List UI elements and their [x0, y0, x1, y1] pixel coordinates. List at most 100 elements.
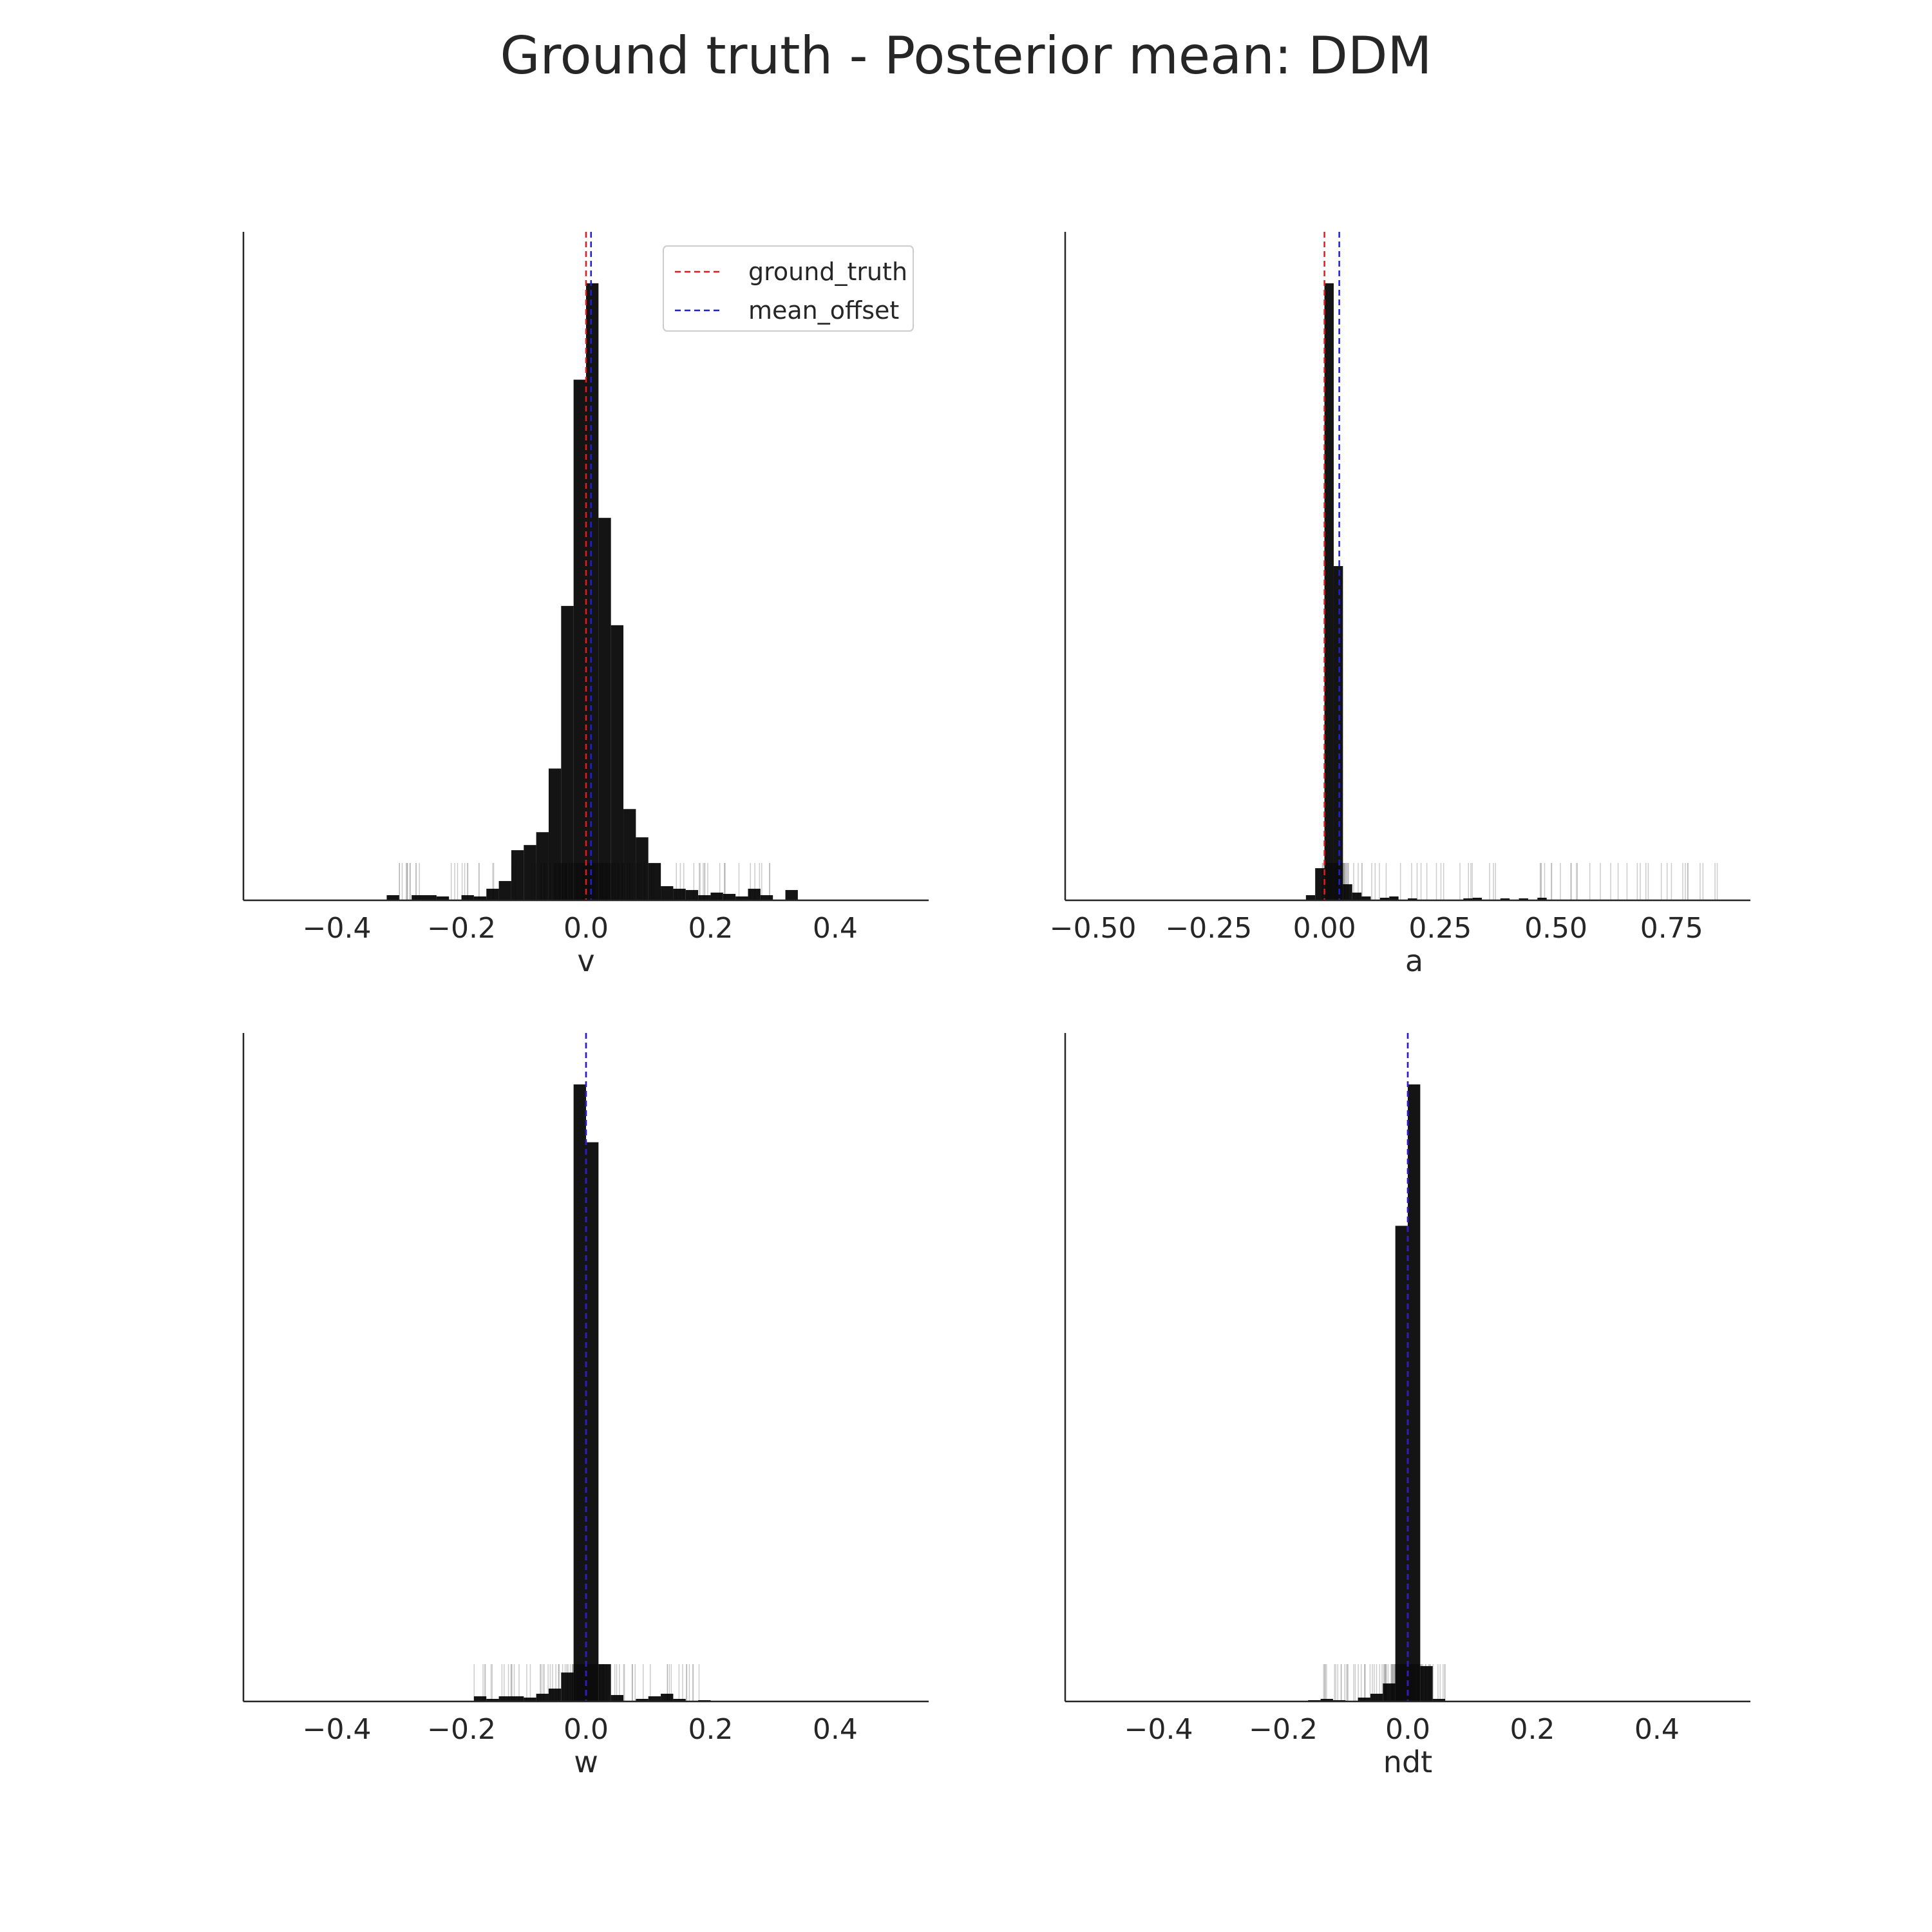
- histogram-bar: [561, 605, 574, 900]
- histogram-bar: [673, 1699, 686, 1701]
- histogram-bar: [661, 1694, 674, 1701]
- x-tick-label: 0.25: [1408, 912, 1472, 945]
- histogram-bar: [536, 1694, 549, 1701]
- histogram-bars: [386, 283, 798, 900]
- histogram-bar: [1389, 896, 1399, 900]
- panel-a: −0.50 −0.25 0.00 0.25 0.50 0.75 a: [1050, 232, 1750, 978]
- histogram-bar: [473, 896, 487, 900]
- x-tick-label: −0.2: [427, 1713, 496, 1746]
- panel-w: −0.4 −0.2 0.0 0.2 0.4 w: [242, 1033, 929, 1779]
- x-tick-label: 0.00: [1293, 912, 1356, 945]
- histogram-bar: [524, 1698, 536, 1701]
- x-axis-label: v: [577, 943, 594, 978]
- histogram-bar: [586, 1142, 599, 1701]
- histogram-bar: [1500, 898, 1510, 900]
- histogram-bar: [648, 863, 661, 900]
- histogram-bar: [548, 1689, 562, 1701]
- histogram-bar: [1315, 868, 1325, 900]
- histogram-bar: [598, 518, 611, 900]
- histogram-bar: [1305, 895, 1316, 900]
- x-tick-label: −0.4: [303, 1713, 372, 1746]
- histogram-bar: [573, 379, 586, 900]
- histogram-bar: [1370, 1694, 1383, 1701]
- histogram-bar: [785, 890, 798, 900]
- histogram-bar: [1420, 1666, 1433, 1701]
- histogram-bar: [511, 850, 524, 900]
- histogram-bars: [1305, 283, 1547, 900]
- histogram-bar: [1463, 898, 1473, 900]
- legend-label: mean_offset: [748, 296, 899, 325]
- histogram-bar: [673, 889, 686, 900]
- histogram-bar: [573, 1084, 586, 1701]
- histogram-bar: [611, 625, 624, 900]
- histogram-bar: [1320, 1699, 1333, 1701]
- histogram-bars: [1308, 1084, 1446, 1701]
- histogram-bar: [486, 889, 499, 900]
- histogram-bar: [636, 837, 649, 900]
- histogram-bar: [1408, 898, 1417, 900]
- histogram-bar: [386, 895, 399, 900]
- histogram-bar: [1383, 1683, 1396, 1701]
- legend: ground_truth mean_offset: [663, 245, 914, 332]
- x-tick-label: 0.0: [1385, 1713, 1430, 1746]
- histogram-bar: [710, 893, 723, 900]
- histogram-bar: [473, 1696, 487, 1701]
- histogram-bar: [586, 283, 599, 900]
- histogram-bar: [1358, 1698, 1370, 1701]
- histogram-bar: [760, 895, 773, 900]
- x-tick-label: 0.4: [1634, 1713, 1680, 1746]
- x-tick-label: 0.75: [1640, 912, 1703, 945]
- histogram-bar: [748, 889, 761, 900]
- histogram-bar: [412, 895, 437, 900]
- rug-marks: [1321, 863, 1718, 900]
- panel-v: −0.4 −0.2 0.0 0.2 0.4 v ground_truth mean_offse…: [242, 232, 929, 978]
- histogram-bar: [1408, 1084, 1421, 1701]
- histogram-bar: [685, 890, 699, 900]
- histogram-bar: [511, 1696, 524, 1701]
- legend-label: ground_truth: [748, 258, 907, 286]
- histogram-bar: [1472, 898, 1482, 900]
- histogram-bar: [735, 896, 748, 900]
- x-tick-label: 0.4: [813, 912, 858, 945]
- histogram-bar: [698, 895, 711, 900]
- histogram-bar: [1537, 898, 1547, 900]
- histogram-bar: [1395, 1226, 1408, 1701]
- x-tick-label: −0.2: [427, 912, 496, 945]
- histogram-bar: [548, 768, 562, 900]
- histogram-bar: [561, 1672, 574, 1701]
- x-axis-label: w: [574, 1745, 598, 1779]
- x-tick-label: 0.0: [564, 1713, 609, 1746]
- x-tick-label: −0.4: [303, 912, 372, 945]
- x-tick-label: 0.50: [1524, 912, 1587, 945]
- x-tick-label: 0.0: [564, 912, 609, 945]
- x-tick-label: −0.2: [1249, 1713, 1318, 1746]
- histogram-bar: [498, 881, 511, 900]
- x-tick-label: −0.4: [1124, 1713, 1193, 1746]
- x-axis-label: a: [1405, 943, 1423, 978]
- histogram-bar: [598, 1664, 611, 1701]
- x-tick-label: 0.2: [688, 912, 733, 945]
- histogram-bar: [536, 832, 549, 900]
- x-tick-label: 0.4: [813, 1713, 858, 1746]
- panel-ndt: −0.4 −0.2 0.0 0.2 0.4 ndt: [1064, 1033, 1750, 1779]
- histogram-bar: [1324, 283, 1334, 900]
- histogram-bar: [1361, 896, 1371, 900]
- histogram-bar: [1352, 893, 1362, 900]
- x-tick-label: 0.2: [1510, 1713, 1555, 1746]
- histogram-bar: [1343, 884, 1352, 900]
- histogram-bar: [524, 845, 536, 900]
- x-axis-label: ndt: [1383, 1745, 1432, 1779]
- histogram-bar: [461, 895, 474, 900]
- legend-box: [663, 245, 914, 332]
- x-tick-label: 0.2: [688, 1713, 733, 1746]
- histogram-bar: [486, 1699, 499, 1701]
- x-tick-label: −0.25: [1165, 912, 1252, 945]
- histogram-bar: [611, 1695, 624, 1701]
- figure-title: Ground truth - Posterior mean: DDM: [500, 26, 1432, 86]
- histogram-bar: [723, 894, 736, 900]
- histogram-bar: [661, 886, 674, 900]
- histogram-bar: [623, 809, 636, 900]
- histogram-bar: [1333, 566, 1343, 900]
- x-tick-label: −0.50: [1050, 912, 1137, 945]
